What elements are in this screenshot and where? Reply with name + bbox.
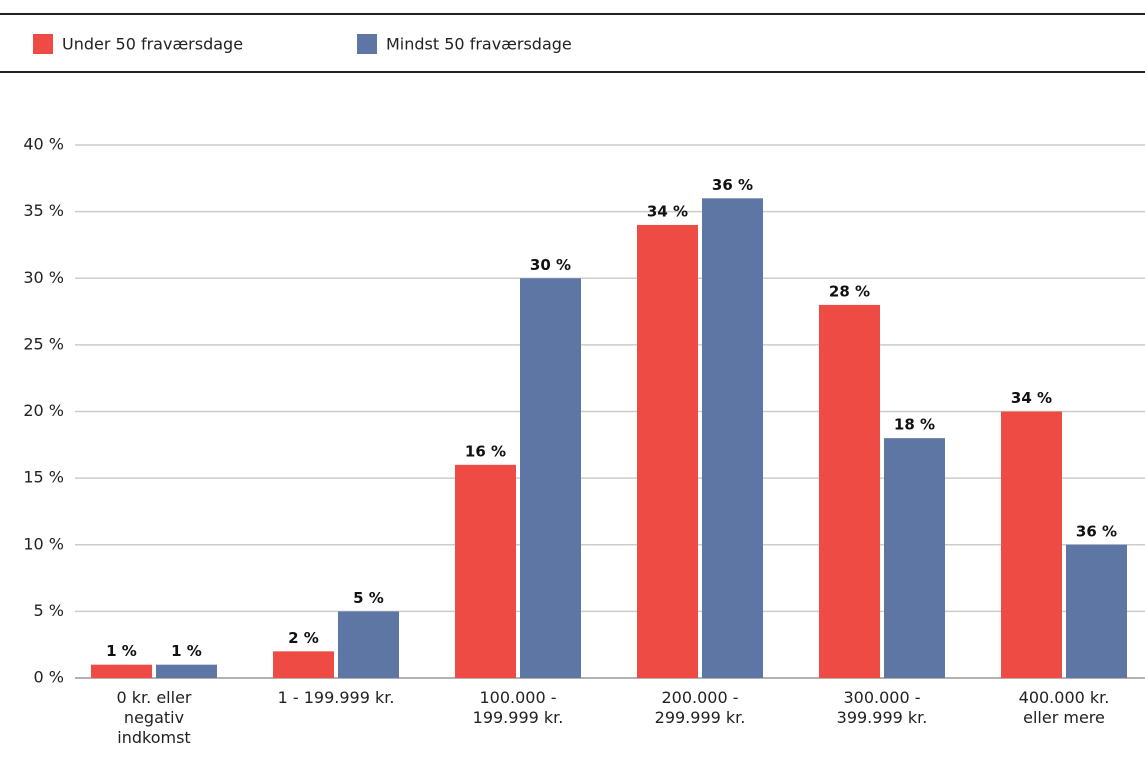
x-tick-label: 300.000 - 399.999 kr. <box>836 688 928 727</box>
y-tick-label: 5 % <box>34 601 64 620</box>
value-label: 34 % <box>647 202 688 220</box>
legend-swatch <box>357 34 377 54</box>
value-label: 30 % <box>530 256 571 274</box>
bar <box>637 224 698 678</box>
legend-label: Under 50 fraværsdage <box>62 35 243 54</box>
y-tick-label: 15 % <box>23 468 64 487</box>
value-label: 5 % <box>353 589 384 607</box>
value-label: 18 % <box>894 416 935 434</box>
bar <box>156 664 217 678</box>
y-tick-label: 25 % <box>23 334 64 353</box>
x-tick-label: 0 kr. eller negativ indkomst <box>116 688 192 747</box>
bar <box>1001 411 1062 678</box>
x-tick-label: 100.000 - 199.999 kr. <box>472 688 564 727</box>
bar <box>338 611 399 678</box>
y-tick-label: 0 % <box>34 668 64 687</box>
value-label: 36 % <box>1076 522 1117 540</box>
bar <box>884 438 945 678</box>
bar <box>702 198 763 679</box>
bar <box>455 464 516 678</box>
x-tick-label: 400.000 kr. eller mere <box>1018 688 1110 727</box>
bar <box>273 651 334 678</box>
x-tick-label: 200.000 - 299.999 kr. <box>654 688 746 727</box>
value-label: 36 % <box>712 176 753 194</box>
value-label: 16 % <box>465 442 506 460</box>
bar <box>91 664 152 678</box>
y-tick-label: 30 % <box>23 268 64 287</box>
x-tick-label: 1 - 199.999 kr. <box>277 688 395 707</box>
y-tick-label: 35 % <box>23 201 64 220</box>
value-label: 28 % <box>829 282 870 300</box>
bar <box>1066 544 1127 678</box>
bar <box>520 278 581 678</box>
value-label: 1 % <box>106 642 137 660</box>
y-tick-label: 40 % <box>23 135 64 154</box>
y-tick-label: 20 % <box>23 401 64 420</box>
bar <box>819 304 880 678</box>
value-label: 34 % <box>1011 389 1052 407</box>
value-label: 1 % <box>171 642 202 660</box>
legend-swatch <box>33 34 53 54</box>
y-tick-label: 10 % <box>23 534 64 553</box>
value-label: 2 % <box>288 629 319 647</box>
legend-label: Mindst 50 fraværsdage <box>386 35 572 54</box>
